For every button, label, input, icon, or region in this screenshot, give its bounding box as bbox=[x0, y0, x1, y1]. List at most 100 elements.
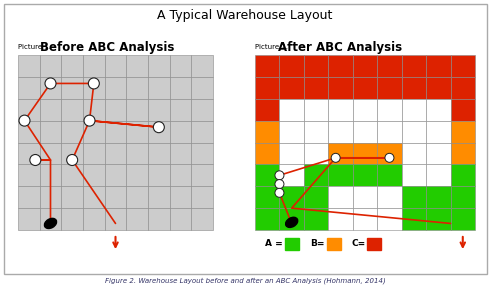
Bar bbox=[18, 164, 40, 186]
Circle shape bbox=[153, 122, 164, 133]
Bar bbox=[328, 55, 353, 77]
Bar bbox=[170, 55, 191, 77]
Bar bbox=[18, 186, 40, 208]
Bar bbox=[18, 142, 40, 164]
Bar bbox=[451, 164, 475, 186]
Bar bbox=[40, 164, 61, 186]
Text: A =: A = bbox=[265, 240, 283, 249]
Bar bbox=[40, 77, 61, 99]
Bar bbox=[377, 164, 402, 186]
Bar bbox=[105, 99, 126, 121]
Bar bbox=[426, 164, 451, 186]
Bar bbox=[402, 99, 426, 121]
Bar bbox=[377, 186, 402, 208]
Bar bbox=[377, 55, 402, 77]
Bar bbox=[426, 121, 451, 142]
Bar bbox=[105, 121, 126, 142]
Bar bbox=[402, 164, 426, 186]
Bar bbox=[148, 121, 170, 142]
Bar bbox=[105, 142, 126, 164]
Bar bbox=[61, 186, 83, 208]
Text: Picture 1.: Picture 1. bbox=[18, 44, 51, 50]
Bar bbox=[83, 121, 105, 142]
Bar bbox=[170, 121, 191, 142]
Bar bbox=[105, 55, 126, 77]
Bar bbox=[285, 238, 299, 250]
Circle shape bbox=[84, 115, 95, 126]
Bar bbox=[402, 208, 426, 230]
Ellipse shape bbox=[286, 217, 298, 227]
Bar bbox=[18, 55, 40, 77]
Bar bbox=[83, 55, 105, 77]
Bar bbox=[61, 121, 83, 142]
Bar bbox=[105, 186, 126, 208]
Circle shape bbox=[275, 188, 284, 197]
Bar bbox=[170, 77, 191, 99]
Circle shape bbox=[45, 78, 56, 89]
Bar bbox=[402, 142, 426, 164]
Bar bbox=[126, 186, 148, 208]
Bar bbox=[304, 208, 328, 230]
Bar bbox=[18, 121, 40, 142]
Bar bbox=[426, 186, 451, 208]
Bar bbox=[105, 164, 126, 186]
Bar bbox=[83, 77, 105, 99]
Bar bbox=[83, 142, 105, 164]
Bar bbox=[304, 99, 328, 121]
Bar bbox=[327, 238, 341, 250]
Circle shape bbox=[331, 153, 340, 162]
Bar bbox=[451, 77, 475, 99]
Bar bbox=[402, 186, 426, 208]
Bar bbox=[451, 186, 475, 208]
Bar bbox=[353, 142, 377, 164]
Bar bbox=[328, 208, 353, 230]
Ellipse shape bbox=[45, 218, 56, 229]
Circle shape bbox=[67, 155, 78, 166]
Bar bbox=[83, 186, 105, 208]
Text: Figure 2. Warehouse Layout before and after an ABC Analysis (Hohmann, 2014): Figure 2. Warehouse Layout before and af… bbox=[105, 278, 385, 284]
Bar bbox=[328, 164, 353, 186]
Bar bbox=[328, 77, 353, 99]
Bar bbox=[377, 99, 402, 121]
Bar bbox=[40, 121, 61, 142]
Bar bbox=[148, 77, 170, 99]
Bar bbox=[191, 142, 213, 164]
Bar bbox=[40, 99, 61, 121]
Bar bbox=[279, 77, 304, 99]
Bar bbox=[61, 99, 83, 121]
Circle shape bbox=[30, 155, 41, 166]
Bar bbox=[255, 142, 279, 164]
Bar bbox=[191, 121, 213, 142]
Bar bbox=[279, 55, 304, 77]
Bar bbox=[402, 77, 426, 99]
Bar bbox=[83, 208, 105, 230]
Bar bbox=[304, 55, 328, 77]
Bar bbox=[328, 99, 353, 121]
Bar bbox=[353, 55, 377, 77]
Bar bbox=[126, 77, 148, 99]
Bar bbox=[40, 142, 61, 164]
Bar bbox=[61, 208, 83, 230]
Bar bbox=[148, 164, 170, 186]
Bar bbox=[148, 208, 170, 230]
Bar bbox=[377, 142, 402, 164]
Bar bbox=[126, 208, 148, 230]
Bar bbox=[40, 55, 61, 77]
Bar bbox=[451, 55, 475, 77]
Bar bbox=[426, 77, 451, 99]
Bar bbox=[18, 99, 40, 121]
Circle shape bbox=[88, 78, 99, 89]
Bar bbox=[255, 77, 279, 99]
Bar bbox=[126, 142, 148, 164]
Text: After ABC Analysis: After ABC Analysis bbox=[278, 41, 402, 53]
Bar bbox=[353, 186, 377, 208]
Bar bbox=[126, 55, 148, 77]
Bar bbox=[255, 99, 279, 121]
Bar bbox=[377, 208, 402, 230]
Bar bbox=[126, 99, 148, 121]
Bar bbox=[426, 208, 451, 230]
Bar bbox=[451, 208, 475, 230]
Bar bbox=[18, 208, 40, 230]
Bar bbox=[191, 186, 213, 208]
Bar bbox=[451, 99, 475, 121]
